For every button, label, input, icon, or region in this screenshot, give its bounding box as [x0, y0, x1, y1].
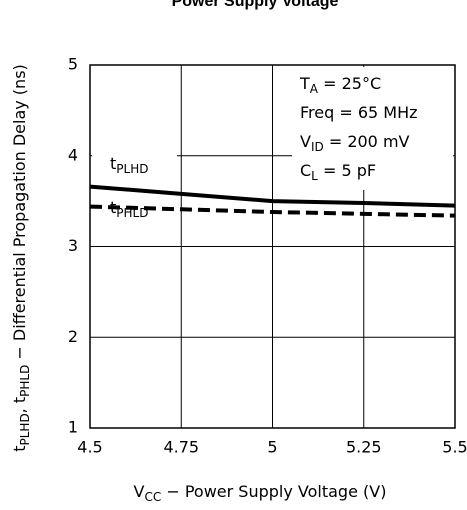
text-segment: = 5 pF: [318, 161, 376, 180]
text-segment: V: [134, 482, 145, 501]
series-line: [89, 204, 456, 218]
plot-frame: [89, 64, 456, 429]
condition-text: TA = 25°C: [299, 74, 381, 96]
text-segment: = 25°C: [318, 74, 381, 93]
text-segment: C: [300, 161, 311, 180]
text-segment: t: [10, 446, 29, 452]
x-tick-label: 5: [267, 438, 277, 457]
text-segment: Freq = 65 MHz: [300, 103, 418, 122]
text-segment: T: [299, 74, 310, 93]
y-tick-label: 3: [68, 236, 78, 255]
subscript: PHLD: [18, 365, 32, 397]
y-tick-label: 1: [68, 418, 78, 437]
y-tick-label: 5: [68, 55, 78, 74]
text-segment: − Differential Propagation Delay (ns): [10, 64, 29, 364]
text-segment: , t: [10, 397, 29, 413]
y-tick-label: 2: [68, 327, 78, 346]
series-label: tPLHD: [110, 154, 148, 176]
condition-text: Freq = 65 MHz: [300, 103, 418, 122]
label-background: [92, 145, 177, 183]
chart-title: Power Supply Voltage: [172, 0, 339, 10]
subscript: PLHD: [18, 413, 32, 445]
y-tick-label: 4: [68, 145, 78, 164]
x-tick-label: 5.5: [442, 438, 467, 457]
label-background: [292, 67, 453, 190]
text-segment: V: [300, 132, 311, 151]
series-line: [89, 184, 456, 208]
subscript: ID: [311, 140, 324, 154]
x-axis-label: VCC − Power Supply Voltage (V): [134, 482, 387, 504]
series-label: tPHLD: [110, 198, 148, 220]
subscript: L: [311, 169, 318, 183]
x-tick-label: 4.5: [77, 438, 102, 457]
subscript: A: [310, 82, 319, 96]
subscript: CC: [145, 490, 162, 504]
y-axis-label: tPLHD, tPHLD − Differential Propagation …: [10, 64, 32, 452]
text-segment: = 200 mV: [324, 132, 410, 151]
x-tick-label: 4.75: [163, 438, 199, 457]
condition-text: CL = 5 pF: [300, 161, 376, 183]
condition-text: VID = 200 mV: [300, 132, 410, 154]
text-segment: − Power Supply Voltage (V): [161, 482, 386, 501]
x-tick-label: 5.25: [346, 438, 382, 457]
